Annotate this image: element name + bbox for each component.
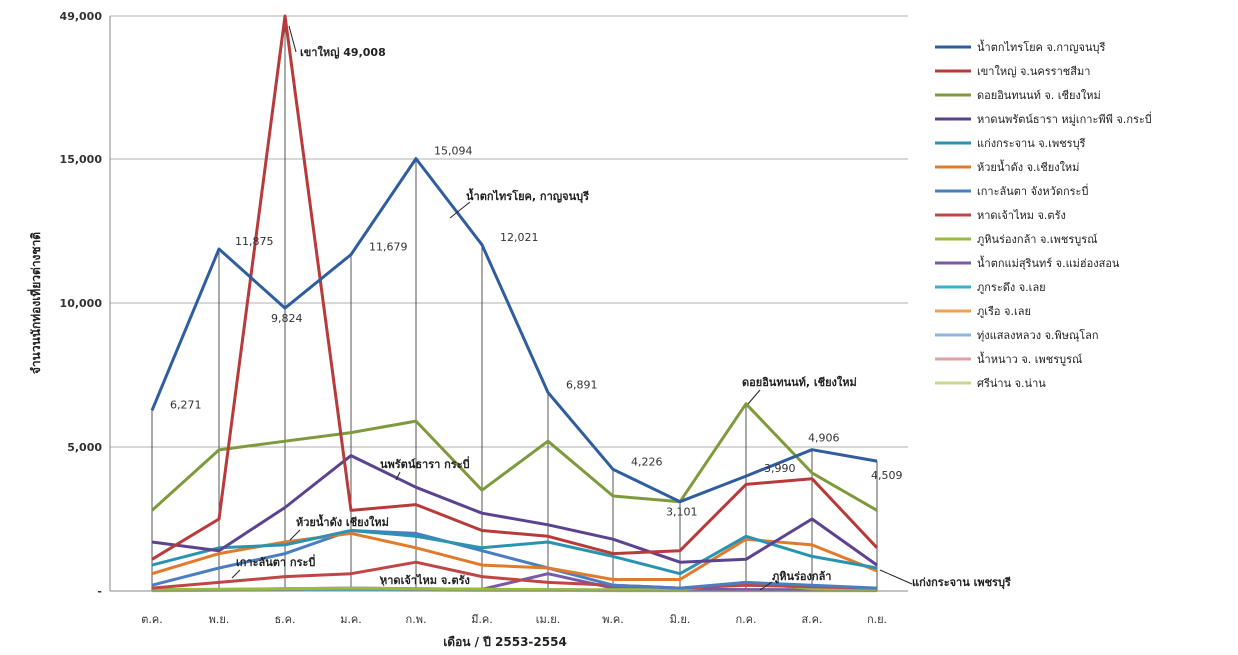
legend-entry: น้ำตกไทรโยค จ.กาญจนบุรี: [977, 39, 1105, 54]
annotation-leader: [379, 575, 385, 587]
annotation-label: เขาใหญ่ 49,008: [300, 45, 386, 59]
series-line: [151, 14, 879, 561]
x-tick-label: ก.ค.: [735, 613, 756, 626]
data-label: 3,990: [764, 462, 796, 475]
y-tick-label: 5,000: [67, 441, 102, 454]
annotation-label: ภูหินร่องกล้า: [772, 570, 832, 584]
annotation-label: เกาะลันตา กระบี่: [236, 554, 315, 569]
data-label: 4,226: [631, 455, 663, 468]
legend-entry: ดอยอินทนนท์ จ. เชียงใหม่: [977, 89, 1101, 102]
x-axis-title: เดือน / ปี 2553-2554: [443, 635, 567, 649]
x-tick-label: ก.พ.: [406, 613, 427, 626]
series-line: [151, 529, 878, 590]
annotation-label: ห้วยน้ำดัง เชียงใหม่: [296, 514, 389, 529]
drop-lines: [151, 16, 878, 591]
annotation-leader: [231, 569, 241, 579]
legend-entry: ทุ่งแสลงหลวง จ.พิษณุโลก: [977, 328, 1099, 342]
annotation-label: แก่งกระจาน เพชรบุรี: [912, 576, 1011, 590]
axes: - 5,000 10,000 15,000 49,000 ต.ค. พ.ย. ธ.ค. ม.ค.…: [60, 10, 908, 626]
data-label: 3,101: [666, 506, 698, 519]
data-label: 6,271: [170, 398, 202, 411]
series-line: [151, 454, 878, 567]
annotations: เขาใหญ่ 49,008 น้ำตกไทรโยค, กาญจนบุรีดอยอ…: [231, 25, 1011, 591]
x-tick-label: พ.ย.: [209, 613, 230, 626]
x-tick-label: ต.ค.: [141, 613, 163, 626]
annotation-label: น้ำตกไทรโยค, กาญจนบุรี: [466, 188, 589, 204]
legend-entry: หาดเจ้าไหม จ.ตรัง: [977, 209, 1066, 222]
legend-entry: น้ำหนาว จ. เพชรบูรณ์: [977, 351, 1082, 366]
annotation-leader: [395, 471, 401, 481]
annotation-leader: [449, 201, 471, 219]
legend-entry: เกาะลันตา จังหวัดกระบี่: [977, 183, 1088, 198]
series-line: [150, 157, 878, 504]
series-line: [151, 529, 878, 576]
y-tick-label: 10,000: [60, 297, 103, 310]
data-label: 4,906: [808, 432, 840, 445]
data-label: 4,509: [871, 469, 903, 482]
data-labels: 6,271 11,875 9,824 11,679 15,094 12,021 6,891 4…: [170, 145, 903, 519]
legend-entry: ห้วยน้ำดัง จ.เชียงใหม่: [977, 159, 1079, 174]
annotation-leader: [879, 569, 913, 585]
data-label: 11,875: [235, 235, 274, 248]
annotation-label: หาดเจ้าไหม จ.ตรัง: [380, 573, 470, 587]
x-tick-label: ธ.ค.: [274, 613, 295, 626]
legend: น้ำตกไทรโยค จ.กาญจนบุรีเขาใหญ่ จ.นครราชส…: [935, 39, 1152, 390]
y-tick-label: 15,000: [60, 153, 103, 166]
x-tick-label: ส.ค.: [801, 613, 822, 626]
annotation-leader: [289, 529, 301, 541]
series-lines: [150, 14, 879, 593]
data-label: 12,021: [500, 231, 539, 244]
data-label: 11,679: [369, 241, 408, 254]
annotation-label: ดอยอินทนนท์, เชียงใหม่: [742, 375, 857, 389]
series-line: [151, 560, 878, 590]
y-tick-label: 49,000: [60, 10, 103, 23]
annotation-leader: [759, 581, 773, 591]
data-label: 9,824: [271, 312, 303, 325]
legend-entry: น้ำตกแม่สุรินทร์ จ.แม่ฮ่องสอน: [977, 255, 1120, 270]
data-label: 6,891: [566, 379, 598, 392]
legend-entry: ภูเรือ จ.เลย: [977, 305, 1031, 318]
legend-entry: ภูกระดึง จ.เลย: [977, 281, 1046, 294]
legend-entry: แก่งกระจาน จ.เพชรบุรี: [977, 137, 1086, 150]
x-tick-label: เม.ย.: [536, 613, 560, 626]
x-tick-label: ม.ค.: [340, 613, 362, 626]
x-tick-label: พ.ค.: [602, 613, 624, 626]
legend-entry: เขาใหญ่ จ.นครราชสีมา: [977, 65, 1090, 78]
x-tick-label: ก.ย.: [867, 613, 887, 626]
annotation-leader: [288, 25, 297, 53]
series-line: [150, 402, 878, 512]
annotation-leader: [747, 389, 761, 405]
y-tick-label: -: [97, 585, 102, 598]
data-label: 15,094: [434, 145, 473, 158]
legend-entry: หาดนพรัตน์ธารา หมู่เกาะพีพี จ.กระบี่: [977, 111, 1152, 126]
y-axis-title: จำนวนนักท่องเที่ยวต่างชาติ: [27, 232, 43, 374]
legend-entry: ศรีน่าน จ.น่าน: [977, 377, 1046, 390]
legend-entry: ภูหินร่องกล้า จ.เพชรบูรณ์: [977, 233, 1097, 246]
x-tick-label: มี.ค.: [471, 613, 493, 626]
annotation-label: นพรัตน์ธารา กระบี่: [380, 456, 470, 471]
x-tick-label: มิ.ย.: [670, 613, 691, 626]
